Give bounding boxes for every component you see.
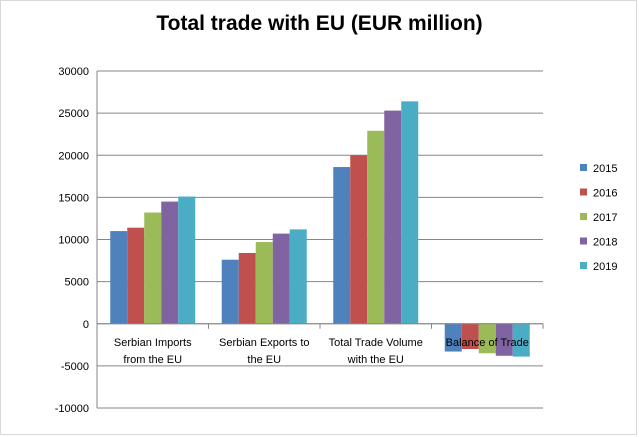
bar-2016 — [350, 155, 368, 324]
legend-label: 2016 — [593, 188, 617, 200]
bar-2015 — [333, 167, 351, 324]
bar-2017 — [255, 242, 273, 324]
y-tick-label: 5000 — [65, 277, 89, 289]
bar-2015 — [444, 323, 462, 352]
bar-2019 — [289, 229, 307, 324]
bar-2016 — [238, 252, 256, 324]
x-axis-category-labels: Serbian Imports from the EU Serbian Export… — [114, 337, 529, 366]
legend-swatch-2017 — [580, 213, 587, 220]
bar-2018 — [384, 110, 402, 324]
y-tick-label: -10000 — [55, 403, 89, 415]
y-tick-label: 30000 — [58, 66, 89, 78]
category-label: with the EU — [347, 354, 404, 366]
bar-2019 — [178, 196, 196, 324]
legend-swatch-2015 — [580, 164, 587, 171]
chart-title: Total trade with EU (EUR million) — [156, 12, 483, 35]
y-axis-tick-labels: -10000 -5000 0 5000 10000 15000 20000 25000 3000… — [55, 66, 89, 415]
category-label: the EU — [247, 354, 281, 366]
bar-2016 — [461, 323, 479, 350]
axes — [96, 71, 544, 408]
bar-2017 — [478, 323, 496, 354]
y-tick-label: 15000 — [58, 192, 89, 204]
bar-2016 — [127, 227, 145, 324]
legend: 2015 2016 2017 2018 2019 — [580, 163, 617, 273]
legend-swatch-2018 — [580, 237, 587, 245]
y-tick-label: -5000 — [61, 361, 89, 373]
bar-2018 — [161, 201, 179, 324]
category-label: Balance of Trade — [446, 337, 529, 349]
legend-label: 2015 — [593, 163, 617, 175]
bar-2017 — [367, 130, 385, 324]
bar-2017 — [144, 212, 162, 324]
y-tick-label: 25000 — [58, 108, 89, 120]
bar-2015 — [221, 259, 239, 324]
legend-label: 2017 — [593, 212, 617, 224]
category-label: Serbian Exports to — [219, 337, 310, 349]
category-label: Serbian Imports — [114, 337, 192, 349]
bars — [110, 101, 530, 357]
bar-2019 — [401, 101, 419, 324]
legend-label: 2018 — [593, 237, 617, 249]
legend-swatch-2019 — [580, 262, 587, 269]
y-tick-label: 20000 — [58, 150, 89, 162]
category-label: from the EU — [123, 354, 182, 366]
y-tick-label: 0 — [83, 319, 89, 331]
bar-2018 — [272, 233, 290, 324]
bar-2015 — [110, 231, 128, 324]
category-label: Total Trade Volume — [329, 337, 423, 349]
bar-2019 — [512, 323, 530, 357]
y-tick-label: 10000 — [58, 235, 89, 247]
legend-swatch-2016 — [580, 188, 587, 196]
legend-label: 2019 — [593, 261, 617, 273]
bar-2018 — [495, 323, 513, 356]
